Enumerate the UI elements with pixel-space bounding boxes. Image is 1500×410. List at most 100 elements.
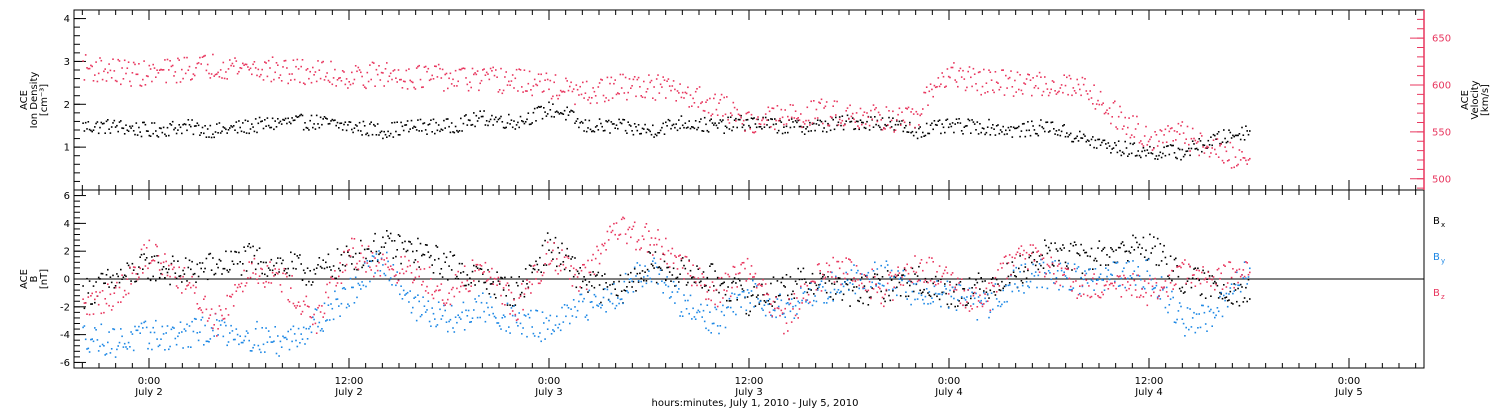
data-point-density-0 (994, 134, 997, 136)
data-point-density-1 (1045, 82, 1047, 85)
data-point-bfield-2 (514, 313, 517, 316)
data-point-density-1 (348, 81, 350, 83)
data-point-bfield-0 (646, 268, 649, 271)
data-point-bfield-2 (413, 279, 415, 281)
data-point-bfield-1 (857, 269, 859, 272)
data-point-density-1 (1241, 151, 1243, 153)
data-point-bfield-1 (575, 316, 578, 318)
data-point-density-1 (1058, 90, 1060, 93)
data-point-bfield-1 (408, 301, 410, 303)
data-point-density-0 (339, 122, 341, 125)
data-point-density-0 (453, 131, 456, 134)
data-point-density-1 (328, 81, 331, 83)
data-point-density-1 (1186, 125, 1189, 128)
data-point-density-1 (735, 120, 737, 122)
data-point-bfield-2 (972, 294, 975, 297)
data-point-density-1 (929, 83, 932, 85)
data-point-bfield-2 (274, 268, 276, 270)
data-point-bfield-0 (828, 280, 831, 282)
data-point-density-1 (636, 78, 639, 81)
data-point-density-1 (671, 85, 674, 87)
data-point-density-1 (105, 80, 108, 82)
data-point-density-0 (902, 130, 905, 133)
data-point-density-1 (844, 123, 846, 126)
data-point-density-0 (183, 123, 186, 125)
data-point-bfield-1 (392, 264, 395, 266)
data-point-bfield-1 (247, 332, 249, 334)
data-point-density-0 (260, 120, 262, 123)
data-point-density-1 (1204, 147, 1207, 149)
data-point-bfield-1 (861, 273, 863, 275)
data-point-density-1 (902, 119, 905, 122)
data-point-density-0 (622, 118, 624, 121)
data-point-bfield-0 (86, 277, 88, 280)
data-point-bfield-0 (191, 260, 193, 263)
data-point-bfield-1 (741, 290, 744, 293)
data-point-bfield-1 (296, 345, 299, 348)
data-point-density-0 (719, 119, 722, 121)
data-point-bfield-0 (327, 253, 330, 256)
data-point-bfield-1 (449, 318, 452, 321)
data-point-bfield-1 (636, 262, 639, 264)
data-point-bfield-0 (1175, 257, 1177, 260)
data-point-density-1 (151, 80, 153, 83)
data-point-bfield-0 (1199, 294, 1202, 297)
data-point-density-0 (805, 128, 807, 130)
data-point-density-0 (399, 134, 401, 136)
data-point-density-0 (552, 103, 554, 105)
data-point-density-0 (300, 113, 302, 116)
data-point-bfield-2 (838, 267, 841, 270)
data-point-bfield-0 (1024, 266, 1027, 268)
data-point-bfield-2 (229, 295, 231, 298)
data-point-density-1 (693, 102, 696, 104)
data-point-density-0 (1045, 121, 1047, 124)
data-point-bfield-0 (177, 260, 179, 262)
data-point-bfield-0 (335, 277, 337, 280)
data-point-bfield-0 (404, 240, 406, 243)
data-point-bfield-2 (295, 307, 297, 309)
data-point-density-0 (395, 130, 397, 133)
data-point-density-0 (380, 130, 383, 133)
data-point-bfield-2 (170, 263, 173, 266)
data-point-density-0 (1180, 158, 1182, 161)
data-point-density-0 (985, 131, 988, 134)
data-point-bfield-0 (781, 276, 784, 279)
data-point-bfield-2 (691, 284, 693, 287)
data-point-density-1 (605, 97, 607, 99)
data-point-bfield-2 (366, 262, 369, 264)
data-point-bfield-1 (585, 314, 588, 317)
data-point-bfield-2 (546, 241, 549, 244)
data-point-bfield-1 (754, 283, 757, 285)
data-point-density-1 (1002, 69, 1004, 71)
data-point-density-0 (792, 121, 794, 123)
data-point-density-1 (436, 76, 439, 78)
data-point-density-1 (96, 80, 99, 83)
data-point-density-1 (802, 121, 805, 123)
data-point-bfield-1 (308, 327, 310, 330)
data-point-density-0 (136, 134, 139, 136)
data-point-bfield-0 (264, 273, 266, 276)
data-point-density-1 (578, 94, 580, 96)
data-point-bfield-1 (83, 325, 86, 327)
y-tick-label: 1 (64, 143, 70, 154)
data-point-bfield-0 (633, 268, 636, 270)
data-point-density-0 (113, 119, 116, 122)
data-point-density-1 (1029, 79, 1032, 81)
data-point-bfield-1 (147, 347, 149, 350)
data-point-bfield-2 (937, 282, 940, 285)
data-point-density-1 (853, 118, 855, 121)
data-point-density-1 (995, 81, 998, 83)
data-point-density-1 (318, 69, 321, 71)
data-point-density-0 (445, 118, 448, 120)
data-point-density-1 (251, 73, 253, 76)
data-point-density-0 (1053, 128, 1055, 130)
data-point-bfield-0 (334, 277, 336, 280)
data-point-bfield-2 (1180, 266, 1182, 269)
data-point-bfield-0 (763, 300, 766, 302)
data-point-bfield-2 (644, 226, 646, 228)
data-point-density-0 (283, 119, 286, 121)
data-point-bfield-2 (458, 291, 461, 293)
data-point-bfield-0 (829, 296, 832, 298)
data-point-bfield-0 (617, 294, 619, 297)
y2-axis-title-line: [km/s] (1480, 84, 1491, 116)
